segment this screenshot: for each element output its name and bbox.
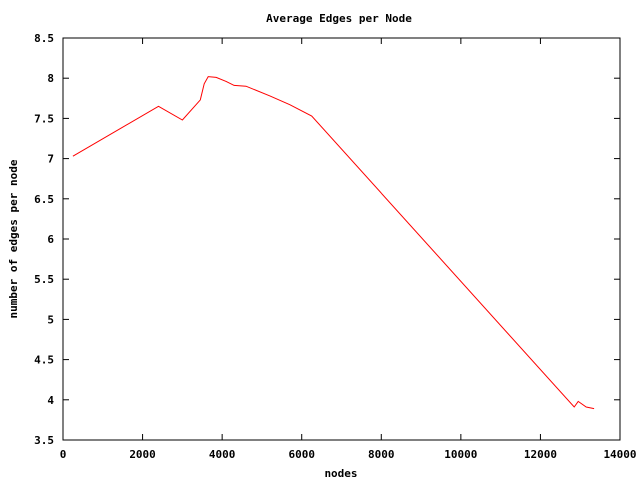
series-layer <box>72 76 595 410</box>
y-tick-label: 5 <box>47 313 54 326</box>
chart-title: Average Edges per Node <box>266 12 412 25</box>
y-axis-label: number of edges per node <box>7 159 20 318</box>
x-tick-label: 2000 <box>129 448 156 461</box>
y-tick-label: 3.5 <box>34 434 54 447</box>
y-axis: 3.5 4 4.5 5 5.5 6 6.5 7 7.5 8 8.5 <box>34 32 620 447</box>
y-tick-label: 4 <box>47 394 54 407</box>
y-tick-label: 6.5 <box>34 193 54 206</box>
x-tick-label: 8000 <box>368 448 395 461</box>
y-tick-label: 6 <box>47 233 54 246</box>
y-tick-label: 8 <box>47 72 54 85</box>
y-tick-label: 5.5 <box>34 273 54 286</box>
x-tick-label: 14000 <box>603 448 636 461</box>
series-line-0 <box>72 76 595 410</box>
x-tick-label: 0 <box>60 448 67 461</box>
x-tick-label: 12000 <box>524 448 557 461</box>
y-tick-label: 7.5 <box>34 112 54 125</box>
x-tick-label: 10000 <box>444 448 477 461</box>
x-tick-label: 6000 <box>288 448 315 461</box>
y-tick-label: 8.5 <box>34 32 54 45</box>
y-tick-label: 4.5 <box>34 354 54 367</box>
x-tick-label: 4000 <box>209 448 236 461</box>
x-axis-label: nodes <box>324 467 357 480</box>
plot-frame <box>62 37 621 441</box>
x-axis: 0 2000 4000 6000 8000 10000 12000 14000 <box>60 38 637 461</box>
y-tick-label: 7 <box>47 153 54 166</box>
